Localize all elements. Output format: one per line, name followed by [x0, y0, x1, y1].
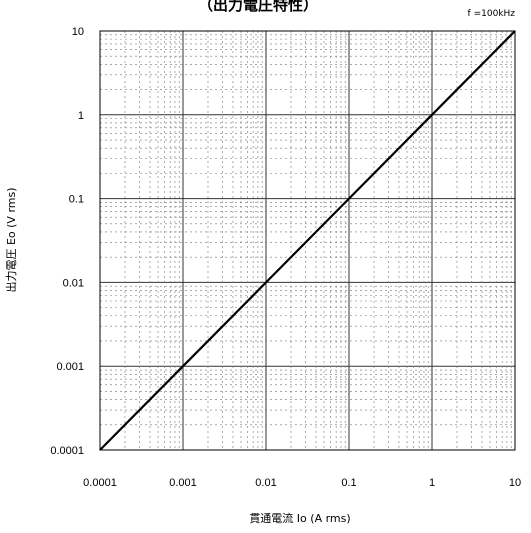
y-tick-label: 0.1: [69, 194, 84, 206]
x-tick-label: 10: [509, 477, 521, 489]
x-tick-label: 0.1: [341, 477, 356, 489]
series-line: [100, 31, 515, 450]
series-layer: [100, 31, 515, 450]
y-tick-label: 0.0001: [50, 445, 84, 457]
x-tick-label: 1: [429, 477, 435, 489]
frequency-annotation: f =100kHz: [468, 9, 516, 19]
y-tick-label: 0.001: [56, 361, 84, 373]
x-tick-label: 0.001: [169, 477, 197, 489]
y-axis-label: 出力電圧 Eo (V rms): [4, 187, 18, 292]
x-axis-label: 貫通電流 Io (A rms): [249, 511, 350, 525]
y-tick-labels: 0.0001 0.001 0.01 0.1 1 10: [50, 26, 84, 457]
y-tick-label: 0.01: [63, 277, 84, 289]
x-tick-label: 0.0001: [83, 477, 117, 489]
chart-title: （出力電圧特性）: [198, 0, 318, 14]
x-tick-label: 0.01: [255, 477, 276, 489]
x-tick-labels: 0.0001 0.001 0.01 0.1 1 10: [83, 477, 521, 489]
y-tick-label: 1: [78, 110, 84, 122]
y-tick-label: 10: [72, 26, 84, 38]
